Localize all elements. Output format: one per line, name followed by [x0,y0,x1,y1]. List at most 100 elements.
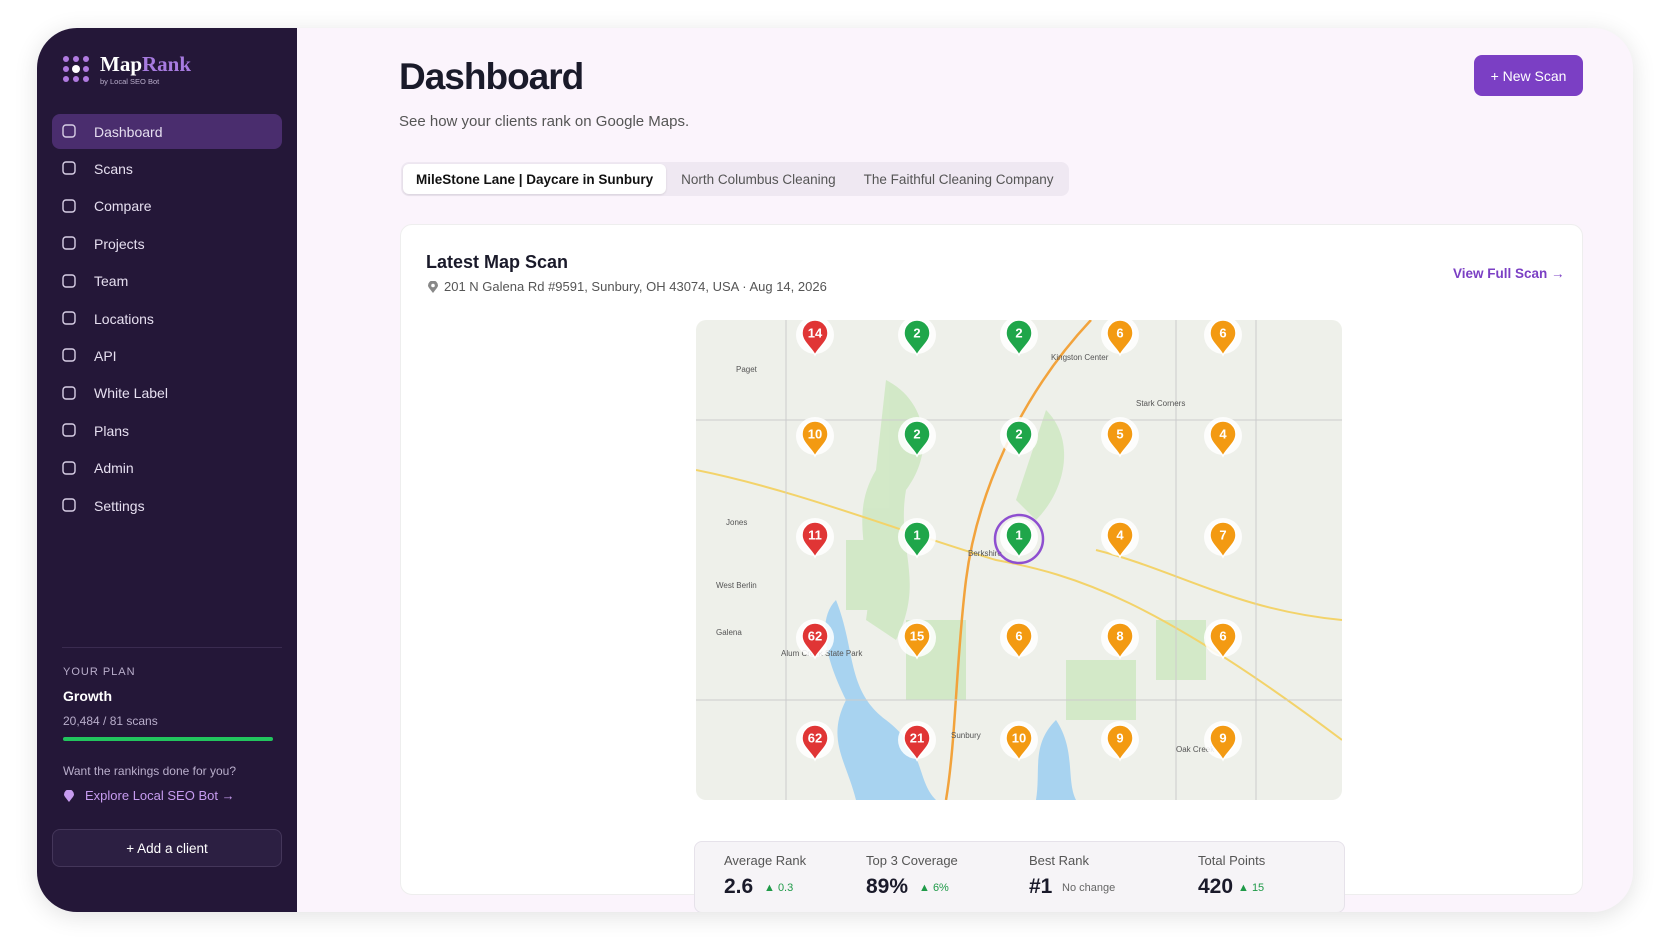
rank-pin[interactable]: 1 [898,518,936,559]
rank-pin[interactable]: 5 [1101,417,1139,458]
stat-change: ▲ 0.3 [764,882,794,894]
place-label: Sunbury [951,731,981,740]
rank-pin[interactable]: 7 [1204,518,1242,559]
stat-label: Best Rank [1029,853,1089,868]
pin-body [903,724,931,762]
nav-item[interactable]: White Label [52,376,282,411]
nav-item[interactable]: Dashboard [52,114,282,149]
icon-shape [62,311,76,325]
rank-pin[interactable]: 2 [898,417,936,458]
rank-pin[interactable]: 10 [1000,721,1038,762]
nav-item[interactable]: Compare [52,189,282,224]
rank-pin[interactable]: 6 [1204,619,1242,660]
rank-pin[interactable]: 62 [796,619,834,660]
sidebar: MapRank by Local SEO Bot Dashboard Scans C… [37,28,297,912]
pin-icon [64,790,74,802]
rank-pin[interactable]: 6 [1101,320,1139,357]
pin-body [1209,724,1237,762]
pin-rank: 6 [1116,326,1123,341]
stat-value: 2.6 [724,875,754,898]
pin-rank: 6 [1219,629,1226,644]
place-label: Kingston Center [1051,353,1109,362]
pin-rank: 10 [808,427,822,442]
pin-rank: 2 [1015,427,1022,442]
plan-usage: 20,484 / 81 scans [63,714,158,728]
stat-label: Top 3 Coverage [866,853,958,868]
pin-body [1005,420,1033,458]
rank-pin[interactable]: 6 [1000,619,1038,660]
nav-label: Admin [94,460,134,477]
icon-shape [62,386,76,400]
nav-item[interactable]: API [52,338,282,373]
promo-link[interactable]: Explore Local SEO Bot → [85,788,235,803]
nav-item[interactable]: Projects [52,226,282,261]
pin-rank: 9 [1116,731,1123,746]
icon-shape [62,460,76,475]
icon-shape [62,199,76,213]
icon-shape [62,161,76,176]
rank-pin[interactable]: 6 [1204,320,1242,357]
pin-body [903,521,931,559]
pin-rank: 21 [910,731,924,746]
new-scan-button[interactable]: + New Scan [1474,55,1583,96]
nav-item[interactable]: Plans [52,413,282,448]
nav-label: Plans [94,422,130,439]
place-label: Stark Corners [1136,399,1185,408]
nav-label: Compare [94,198,152,215]
rank-pin[interactable]: 10 [796,417,834,458]
icon-shape [62,348,76,363]
rank-pin[interactable]: 4 [1101,518,1139,559]
rank-pin[interactable]: 62 [796,721,834,762]
nav-item[interactable]: Locations [52,301,282,336]
rank-pin[interactable]: 2 [898,320,936,357]
pin-rank: 15 [910,629,924,644]
nav-icon [62,161,76,176]
pin-icon [428,281,438,293]
rank-pin[interactable]: 21 [898,721,936,762]
nav-item[interactable]: Team [52,264,282,299]
brand-tagline: by Local SEO Bot [100,77,160,86]
nav-item[interactable]: Scans [52,151,282,186]
nav-item[interactable]: Admin [52,451,282,486]
nav-label: Settings [94,497,145,514]
rank-pin[interactable]: 9 [1101,721,1139,762]
app-frame: MapRank by Local SEO Bot Dashboard Scans C… [37,28,1633,912]
pin-body [801,320,829,357]
pin-body [1209,320,1237,357]
rank-pin[interactable]: 2 [1000,417,1038,458]
stat-label: Average Rank [724,853,807,868]
place-label: West Berlin [716,581,757,590]
stat-change: ▲ 6% [919,882,949,894]
pin-body [801,724,829,762]
rank-pin[interactable]: 2 [1000,320,1038,357]
brand: MapRank [100,52,191,77]
pin-rank: 4 [1219,427,1227,442]
rank-pin[interactable]: 9 [1204,721,1242,762]
add-client-button[interactable]: + Add a client [52,829,282,867]
nav-label: Team [94,273,129,290]
tab[interactable]: The Faithful Cleaning Company [863,171,1054,187]
view-full-scan[interactable]: View Full Scan → [1453,266,1565,281]
pin-body [1106,622,1134,660]
pin-body [1106,724,1134,762]
rank-pin[interactable]: 8 [1101,619,1139,660]
pin-rank: 9 [1219,731,1226,746]
nav-icon [62,236,76,250]
rank-pin[interactable]: 11 [796,518,834,559]
rank-pin[interactable]: 15 [898,619,936,660]
nav-label: API [94,347,117,364]
rank-pin[interactable]: 1 [993,513,1045,565]
nav-label: Scans [94,160,133,177]
icon-shape [62,124,76,138]
pin-rank: 1 [913,528,920,543]
rank-pin[interactable]: 4 [1204,417,1242,458]
scan-title: Latest Map Scan [426,252,569,272]
rank-pin[interactable]: 14 [796,320,834,357]
pin-body [1106,320,1134,357]
tab[interactable]: North Columbus Cleaning [681,171,836,187]
nav-label: Locations [94,310,154,327]
nav-item[interactable]: Settings [52,488,282,523]
pin-rank: 11 [808,528,822,543]
icon-shape [62,273,76,288]
tab[interactable]: MileStone Lane | Daycare in Sunbury [403,164,667,194]
